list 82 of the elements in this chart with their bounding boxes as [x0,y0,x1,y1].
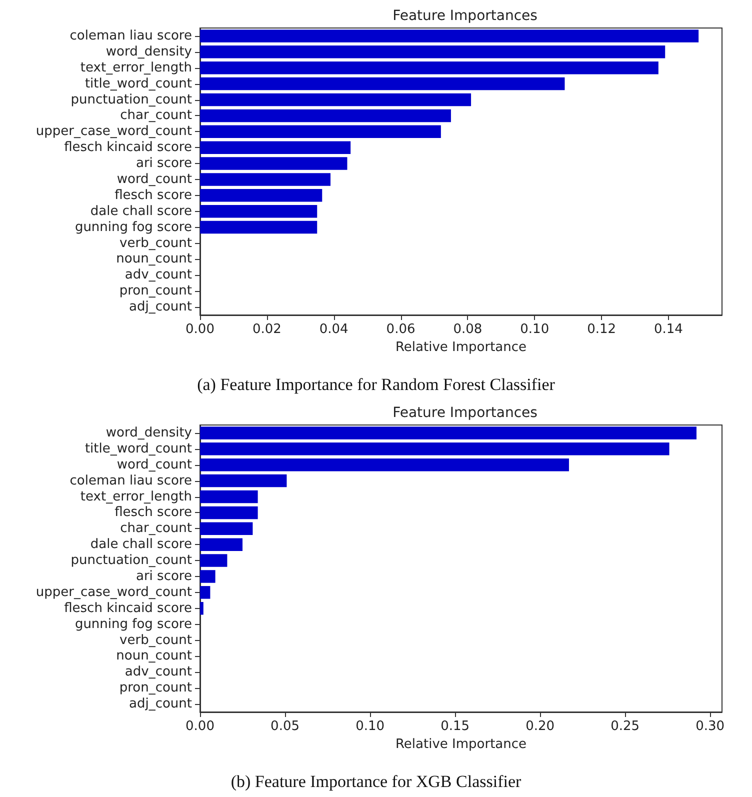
chart-title: Feature Importances [392,405,538,421]
y-tick-label: dale chall score [90,537,192,552]
y-tick-label: char_count [120,108,192,124]
bar [200,204,318,218]
y-tick-label: text_error_length [80,489,192,504]
x-tick-label: 0.30 [696,719,725,734]
y-tick-label: noun_count [116,252,192,267]
y-tick-label: word_count [116,457,192,472]
bar [200,506,258,520]
y-tick-label: title_word_count [84,76,192,92]
x-axis-title: Relative Importance [395,737,527,752]
bar [200,46,666,58]
x-tick-label: 0.15 [440,719,470,734]
x-tick-label: 0.08 [453,322,482,337]
bar [200,474,287,488]
bar [200,157,348,170]
bar [200,125,441,138]
bar [200,522,253,536]
x-axis-title: Relative Importance [395,340,527,355]
y-tick-label: pron_count [119,284,192,299]
y-tick-label: text_error_length [80,60,192,76]
y-tick-label: adj_count [128,696,192,712]
bar [200,93,472,106]
bar [200,554,228,567]
y-tick-label: adj_count [128,300,192,315]
y-tick-label: char_count [120,521,192,536]
y-tick-label: upper_case_word_count [36,124,192,140]
y-tick-label: flesch kincaid score [64,140,192,156]
y-tick-label: dale chall score [90,204,192,219]
y-tick-label: punctuation_count [70,92,192,108]
y-tick-label: verb_count [120,236,192,251]
x-tick-label: 0.14 [654,322,683,337]
x-tick-label: 0.00 [186,719,214,734]
y-tick-label: word_density [106,44,192,60]
y-tick-label: upper_case_word_count [36,584,192,600]
y-tick-label: coleman liau score [70,28,192,44]
y-tick-label: word_density [106,425,192,440]
y-tick-label: punctuation_count [70,553,192,568]
x-tick-label: 0.12 [587,322,616,337]
bar [200,77,565,90]
bar [200,458,569,472]
x-tick-label: 0.25 [610,719,640,734]
bar [200,426,696,440]
bar [200,538,243,551]
y-tick-label: flesch kincaid score [64,600,192,616]
y-tick-label: noun_count [116,648,192,664]
y-tick-label: flesch score [114,505,192,520]
x-tick-label: 0.06 [386,322,416,337]
x-tick-label: 0.05 [270,719,300,734]
x-tick-label: 0.04 [319,322,348,337]
y-tick-label: adv_count [124,268,192,283]
y-tick-label: title_word_count [84,441,192,456]
y-tick-label: pron_count [119,680,192,696]
y-tick-label: coleman liau score [70,473,192,488]
y-tick-label: ari score [136,156,192,172]
x-tick-label: 0.02 [252,322,282,337]
x-tick-label: 0.20 [526,719,555,734]
y-tick-label: flesch score [114,188,192,203]
y-tick-label: word_count [116,172,192,187]
bar [200,109,451,122]
bar [200,602,204,615]
y-tick-label: ari score [136,568,192,584]
y-tick-label: adv_count [124,664,192,680]
text: (a) Feature Importance for Random Forest Classifier [197,375,556,394]
bar [200,570,216,583]
y-tick-label: verb_count [120,632,192,648]
bar [200,442,670,456]
y-tick-label: gunning fog score [74,616,192,632]
x-tick-label: 0.10 [356,719,385,734]
chart-title: Feature Importances [392,8,538,24]
bar [200,61,658,74]
bar [200,30,699,42]
bar [200,189,322,202]
x-tick-label: 0.10 [520,322,550,337]
text: (b) Feature Importance for XGB Classifier [230,772,522,791]
x-tick-label: 0.00 [186,322,214,337]
bar [200,173,330,186]
bar [200,490,258,504]
bar [200,220,318,234]
y-tick-label: gunning fog score [74,220,192,235]
bar [200,586,210,599]
bar [200,141,351,154]
